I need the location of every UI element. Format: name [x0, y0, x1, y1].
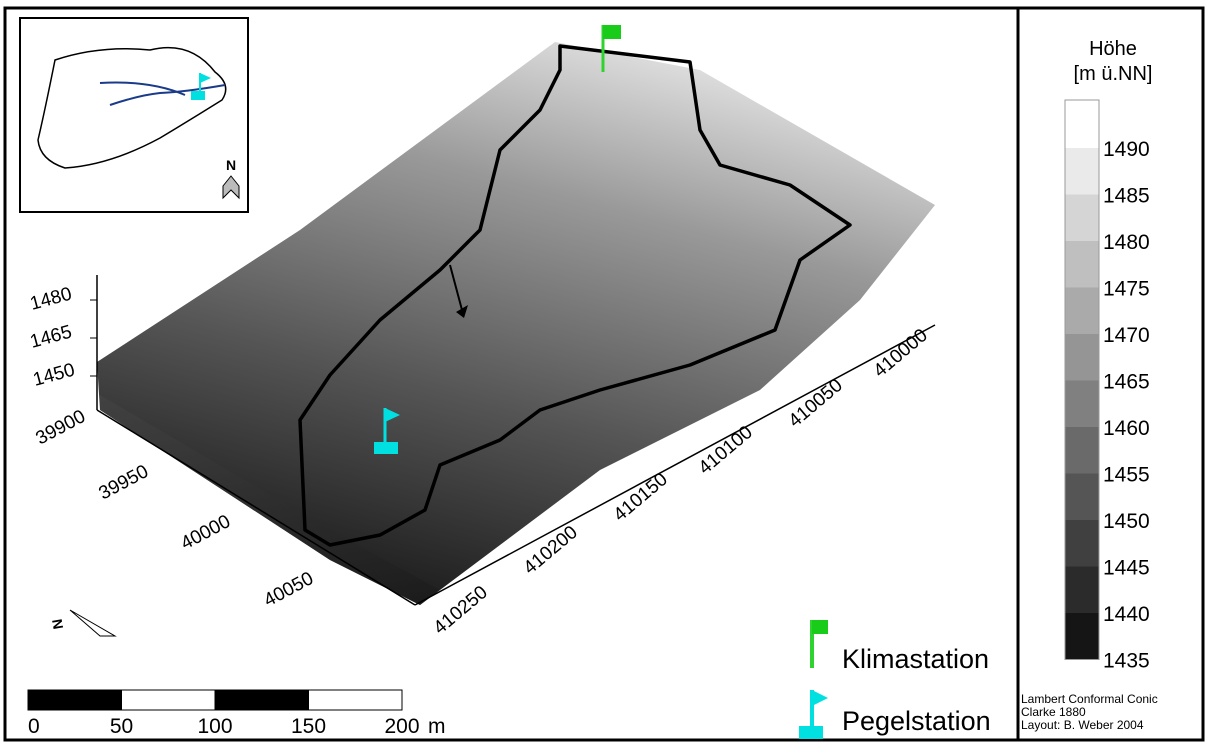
legend-band [1065, 148, 1099, 195]
legend-label: 1450 [1103, 510, 1150, 533]
legend-band [1065, 288, 1099, 335]
north-label: N [226, 157, 236, 173]
credit: Clarke 1880 [1021, 705, 1086, 719]
credit: Lambert Conformal Conic [1021, 692, 1158, 706]
scale-segment [215, 690, 309, 710]
inset-pegel-base [191, 91, 205, 100]
scale-label: 50 [110, 715, 133, 738]
legend-label: 1465 [1103, 371, 1150, 394]
scale-segment [122, 690, 216, 710]
inset-frame [20, 18, 248, 212]
legend-band [1065, 427, 1099, 474]
pegel-base [374, 442, 398, 454]
scale-label: 100 [197, 715, 232, 738]
station-label: Klimastation [842, 644, 989, 674]
station-label: Pegelstation [842, 706, 991, 736]
scale-label: 150 [291, 715, 326, 738]
legend-band [1065, 474, 1099, 521]
legend-label: 1490 [1103, 138, 1150, 161]
klima-flag [603, 25, 621, 39]
legend-label: 1445 [1103, 557, 1150, 580]
legend-band [1065, 613, 1099, 660]
scale-segment [28, 690, 122, 710]
legend-label: 1470 [1103, 324, 1150, 347]
credit: Layout: B. Weber 2004 [1021, 718, 1144, 732]
legend-band [1065, 334, 1099, 381]
legend-label: 1485 [1103, 185, 1150, 208]
legend-pegel-base [799, 726, 823, 739]
legend-band [1065, 567, 1099, 614]
map-figure: 1480146514503990039950400004005041000041… [0, 0, 1206, 743]
legend-title: Höhe [1089, 38, 1137, 60]
scale-segment [309, 690, 403, 710]
legend-label: 1460 [1103, 417, 1150, 440]
legend-band [1065, 381, 1099, 428]
legend-label: 1475 [1103, 278, 1150, 301]
legend-label: 1440 [1103, 603, 1150, 626]
legend-label: 1480 [1103, 231, 1150, 254]
scale-unit: m [428, 715, 446, 738]
legend-klima-flag [812, 620, 828, 634]
scale-label: 0 [28, 715, 40, 738]
legend-label: 1435 [1103, 650, 1150, 673]
legend-band [1065, 195, 1099, 242]
legend-band [1065, 241, 1099, 288]
legend-band [1065, 520, 1099, 567]
legend-title: [m ü.NN] [1074, 63, 1153, 85]
legend-band [1065, 100, 1099, 148]
legend-label: 1455 [1103, 464, 1150, 487]
scale-label: 200 [384, 715, 419, 738]
